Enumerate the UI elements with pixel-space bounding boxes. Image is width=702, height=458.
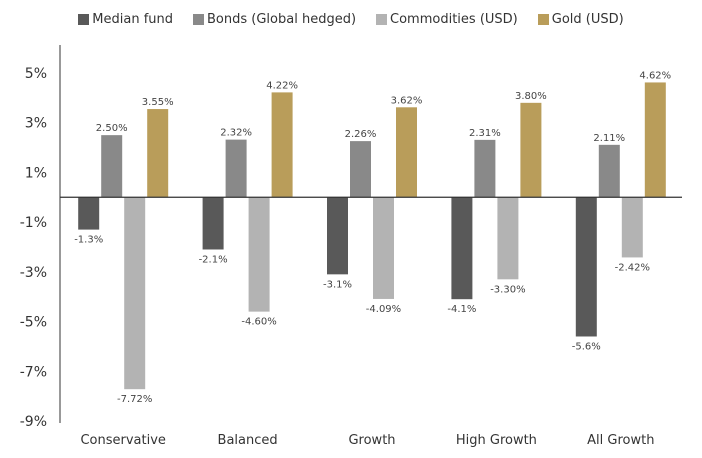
bar [575,197,597,337]
x-category-label: Conservative [80,433,165,448]
data-label: -4.60% [241,317,276,328]
data-label: -4.1% [447,304,476,315]
bar [147,109,169,198]
data-label: -7.72% [117,394,152,405]
bar [451,197,473,300]
y-tick-label: -9% [20,414,47,430]
data-label: -3.1% [323,279,352,290]
bar [78,197,100,230]
legend-item: Gold (USD) [537,12,624,27]
legend-item: Bonds (Global hedged) [193,12,356,27]
bar [271,92,293,198]
bar [327,197,348,275]
data-labels: -1.3% 2.50% -7.72% 3.55% -2.1% 2.32% -4.60% 4.2… [74,70,671,405]
data-label: 3.62% [391,95,423,106]
legend-item: Median fund [78,12,173,27]
y-tick-label: -3% [20,265,47,281]
y-tick-label: 3% [25,116,47,132]
data-label: -1.3% [74,235,103,246]
data-label: -2.42% [615,262,650,273]
data-label: 4.62% [639,70,671,81]
bar [101,135,123,198]
y-tick-label: -1% [20,215,47,231]
bar [225,139,247,198]
legend-swatch [193,14,205,25]
data-label: 2.31% [469,128,501,139]
legend-item: Commodities (USD) [376,12,518,27]
data-label: 2.26% [345,129,377,140]
data-label: -2.1% [199,254,228,265]
data-label: 4.22% [266,80,298,91]
data-label: 2.50% [96,123,128,134]
y-axis-ticks: 5% 3% 1% -1% -3% -5% -7% -9% [20,66,47,430]
legend-swatch [78,14,90,25]
bar [350,141,371,198]
data-label: -5.6% [572,341,601,352]
y-tick-label: 1% [25,165,47,181]
bar [124,197,146,390]
x-category-label: Growth [348,433,395,448]
bar [396,107,417,198]
y-tick-label: -5% [20,315,47,331]
x-category-label: High Growth [456,433,537,448]
y-tick-label: -7% [20,364,47,380]
data-label: -3.30% [490,284,525,295]
legend-label: Median fund [92,12,174,27]
bar [497,197,519,280]
bar [598,144,620,198]
bar [621,197,643,258]
x-category-label: Balanced [218,433,278,448]
data-label: 2.11% [593,133,625,144]
legend-swatch [376,14,388,25]
y-tick-label: 5% [25,66,47,82]
legend-label: Bonds (Global hedged) [207,12,357,27]
data-label: -4.09% [366,304,401,315]
legend-label: Commodities (USD) [390,12,518,27]
data-label: 2.32% [220,128,252,139]
x-axis-categories: Conservative Balanced Growth High Growth All… [80,433,654,448]
bar [644,82,666,198]
bars [78,82,666,390]
bar [373,197,394,299]
x-category-label: All Growth [587,433,654,448]
data-label: 3.55% [142,97,174,108]
bar [202,197,224,250]
bar [474,139,496,198]
data-label: 3.80% [515,91,547,102]
bar [520,102,542,198]
bar [248,197,270,312]
legend-label: Gold (USD) [551,12,624,27]
chart-legend: Median fund Bonds (Global hedged) Commodit… [0,12,702,27]
legend-swatch [537,14,549,25]
